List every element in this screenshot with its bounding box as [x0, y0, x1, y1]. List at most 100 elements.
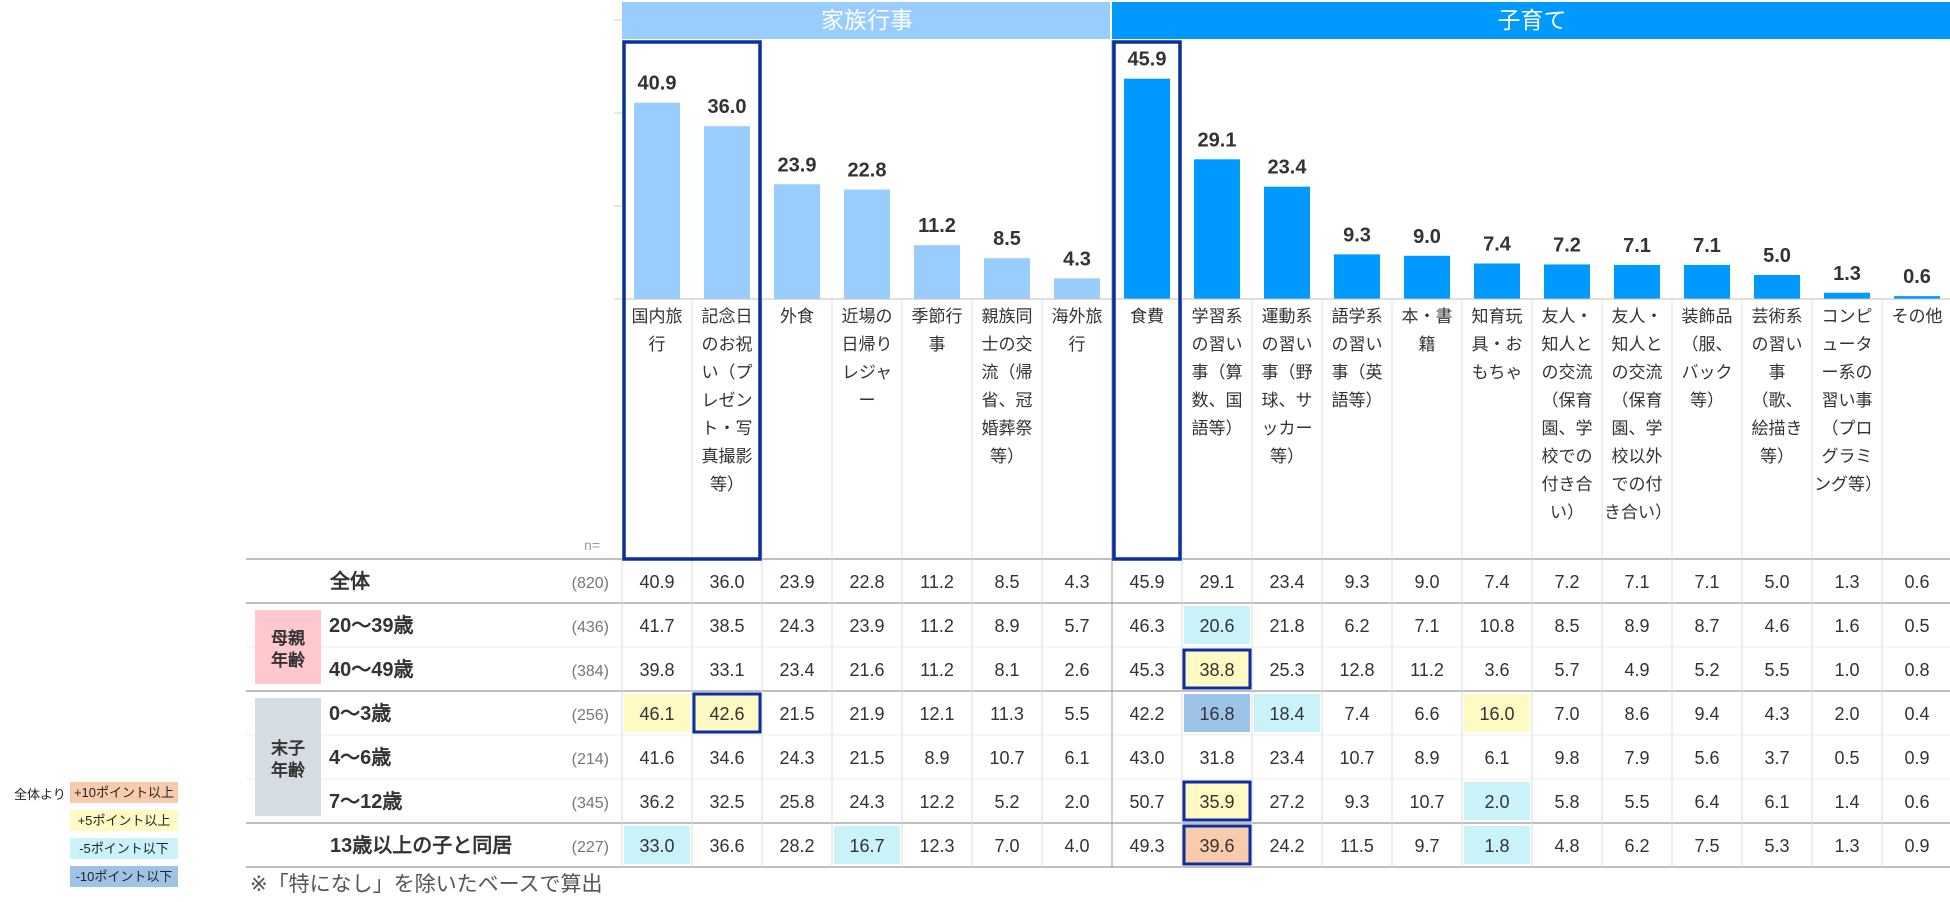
cell-highlight-3-0 [624, 694, 690, 732]
cell-highlight-3-12 [1464, 694, 1530, 732]
group-header-2 [1112, 2, 1950, 39]
cell-value-1-6: 5.7 [1064, 616, 1089, 636]
bar-6 [984, 258, 1030, 299]
cell-value-3-12: 16.0 [1479, 704, 1514, 724]
cell-value-6-10: 11.5 [1340, 836, 1374, 856]
cell-value-5-2: 25.8 [779, 792, 814, 812]
segment-box-2 [255, 698, 321, 816]
cell-value-2-9: 25.3 [1269, 660, 1304, 680]
cell-value-5-14: 5.5 [1624, 792, 1649, 812]
category-label-14: 友人・知人との交流（保育園、学校での付き合い） [1541, 307, 1593, 522]
cell-value-1-14: 8.9 [1624, 616, 1649, 636]
category-label-7: 海外旅行 [1051, 307, 1103, 354]
cell-value-3-10: 7.4 [1344, 704, 1369, 724]
segment-label-line1-2: 末子 [271, 738, 305, 758]
cell-value-0-14: 7.1 [1624, 572, 1649, 592]
cell-value-0-17: 1.3 [1834, 572, 1859, 592]
row-label-0: 全体 [329, 569, 371, 593]
row-label-4: 4～6歳 [329, 745, 391, 769]
cell-value-4-11: 8.9 [1414, 748, 1439, 768]
cell-value-4-3: 21.5 [849, 748, 884, 768]
cell-value-2-13: 5.7 [1554, 660, 1579, 680]
cell-value-4-5: 10.7 [989, 748, 1024, 768]
cell-value-0-1: 36.0 [709, 572, 744, 592]
cell-highlight-3-9 [1254, 694, 1320, 732]
row-n-1: (436) [572, 619, 609, 636]
cell-value-0-18: 0.6 [1904, 572, 1929, 592]
bar-value-label-17: 5.0 [1763, 245, 1791, 267]
bar-11 [1334, 254, 1380, 299]
cell-value-3-3: 21.9 [849, 704, 884, 724]
row-label-5: 7～12歳 [329, 789, 402, 813]
cell-value-4-1: 34.6 [709, 748, 744, 768]
cell-value-2-15: 5.2 [1694, 660, 1719, 680]
cell-highlight-6-3 [834, 826, 900, 864]
cell-value-6-8: 39.6 [1199, 836, 1234, 856]
cell-value-2-18: 0.8 [1904, 660, 1929, 680]
cell-value-5-4: 12.2 [919, 792, 954, 812]
group-header-1 [622, 2, 1110, 39]
cell-value-0-12: 7.4 [1484, 572, 1509, 592]
category-label-18: コンピューター系の習い事（プログラミング等） [1814, 307, 1882, 494]
cell-value-3-15: 9.4 [1694, 704, 1719, 724]
cell-value-1-18: 0.5 [1904, 616, 1929, 636]
cell-value-3-4: 12.1 [919, 704, 954, 724]
legend-item-2: +5ポイント以上 [70, 810, 178, 831]
cell-box-2 [1182, 648, 1252, 690]
bar-value-label-4: 22.8 [848, 160, 887, 182]
cell-value-1-7: 46.3 [1129, 616, 1164, 636]
cell-value-1-16: 4.6 [1764, 616, 1789, 636]
bar-value-label-5: 11.2 [918, 215, 956, 237]
cell-value-6-11: 9.7 [1414, 836, 1439, 856]
category-label-12: 本・書籍 [1401, 307, 1453, 354]
cell-value-6-13: 4.8 [1554, 836, 1579, 856]
cell-value-5-18: 0.6 [1904, 792, 1929, 812]
cell-value-2-5: 8.1 [994, 660, 1019, 680]
category-label-5: 季節行事 [911, 307, 963, 354]
cell-value-3-11: 6.6 [1414, 704, 1439, 724]
bar-value-label-11: 9.3 [1343, 224, 1371, 246]
cell-value-5-9: 27.2 [1269, 792, 1304, 812]
cell-value-0-9: 23.4 [1269, 572, 1304, 592]
cell-value-1-17: 1.6 [1834, 616, 1859, 636]
cell-value-4-13: 9.8 [1554, 748, 1579, 768]
cell-value-5-12: 2.0 [1484, 792, 1509, 812]
cell-value-3-2: 21.5 [779, 704, 814, 724]
cell-value-0-5: 8.5 [994, 572, 1019, 592]
cell-highlight-1-8 [1184, 606, 1250, 644]
row-n-5: (345) [572, 795, 609, 812]
cell-value-3-6: 5.5 [1064, 704, 1089, 724]
category-label-17: 芸術系の習い事（歌、絵描き等） [1751, 307, 1803, 466]
cell-value-3-8: 16.8 [1199, 704, 1234, 724]
bar-7 [1054, 278, 1100, 299]
row-n-6: (227) [572, 839, 609, 856]
cell-box-3 [1182, 780, 1252, 822]
bar-18 [1824, 292, 1870, 299]
cell-value-3-7: 42.2 [1129, 704, 1164, 724]
category-label-6: 親族同士の交流（帰省、冠婚葬祭等） [981, 307, 1033, 466]
cell-value-0-0: 40.9 [639, 572, 674, 592]
row-n-0: (820) [572, 575, 609, 592]
cell-highlight-3-8 [1184, 694, 1250, 732]
row-n-2: (384) [572, 663, 609, 680]
segment-label-line2-2: 年齢 [271, 760, 306, 780]
bar-value-label-7: 4.3 [1063, 248, 1091, 270]
cell-value-6-17: 1.3 [1834, 836, 1859, 856]
category-label-16: 装飾品（服、バック等） [1681, 307, 1733, 410]
cell-highlight-5-12 [1464, 782, 1530, 820]
cell-value-4-0: 41.6 [639, 748, 674, 768]
bar-10 [1264, 186, 1310, 299]
bar-value-label-12: 9.0 [1413, 226, 1441, 248]
cell-value-2-11: 11.2 [1410, 660, 1444, 680]
cell-value-0-6: 4.3 [1064, 572, 1089, 592]
cell-value-4-17: 0.5 [1834, 748, 1859, 768]
category-label-8: 食費 [1130, 307, 1164, 326]
cell-value-3-18: 0.4 [1904, 704, 1929, 724]
cell-value-1-11: 7.1 [1414, 616, 1439, 636]
bar-value-label-16: 7.1 [1693, 235, 1721, 257]
highlight-frame-1 [622, 40, 762, 561]
bar-value-label-18: 1.3 [1833, 263, 1861, 285]
cell-value-2-6: 2.6 [1064, 660, 1089, 680]
category-label-13: 知育玩具・おもちゃ [1471, 307, 1523, 382]
cell-value-4-16: 3.7 [1764, 748, 1789, 768]
